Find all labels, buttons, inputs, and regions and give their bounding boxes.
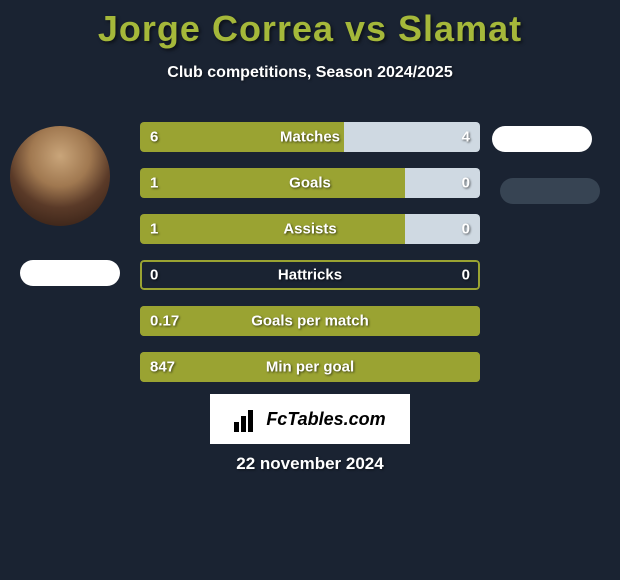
stat-row: 10Goals xyxy=(140,168,480,198)
bar-left-fill xyxy=(140,168,405,198)
bar-outline xyxy=(140,352,480,382)
date-text: 22 november 2024 xyxy=(0,454,620,474)
stat-value-left: 847 xyxy=(150,359,175,376)
stat-row: 00Hattricks xyxy=(140,260,480,290)
stat-row: 847Min per goal xyxy=(140,352,480,382)
avatar-player-right xyxy=(492,126,592,152)
bar-left-fill xyxy=(140,122,344,152)
page-title: Jorge Correa vs Slamat xyxy=(0,0,620,50)
team-pill-right xyxy=(500,178,600,204)
stat-value-right: 0 xyxy=(462,221,470,238)
stat-row: 0.17Goals per match xyxy=(140,306,480,336)
bar-outline xyxy=(140,260,480,290)
stats-bars: 64Matches10Goals10Assists00Hattricks0.17… xyxy=(140,122,480,398)
stat-value-left: 1 xyxy=(150,175,158,192)
stat-value-right: 4 xyxy=(462,129,470,146)
stat-value-left: 0.17 xyxy=(150,313,179,330)
bar-left-fill xyxy=(140,214,405,244)
bar-outline xyxy=(140,306,480,336)
subtitle: Club competitions, Season 2024/2025 xyxy=(0,64,620,82)
stat-value-left: 6 xyxy=(150,129,158,146)
stat-value-left: 0 xyxy=(150,267,158,284)
chart-icon xyxy=(234,406,262,432)
stat-value-left: 1 xyxy=(150,221,158,238)
stat-value-right: 0 xyxy=(462,267,470,284)
stat-row: 64Matches xyxy=(140,122,480,152)
stat-row: 10Assists xyxy=(140,214,480,244)
stat-value-right: 0 xyxy=(462,175,470,192)
avatar-player-left xyxy=(10,126,110,226)
team-pill-left xyxy=(20,260,120,286)
brand-badge: FcTables.com xyxy=(210,394,410,444)
bar-right-fill xyxy=(344,122,480,152)
brand-text: FcTables.com xyxy=(266,409,385,430)
